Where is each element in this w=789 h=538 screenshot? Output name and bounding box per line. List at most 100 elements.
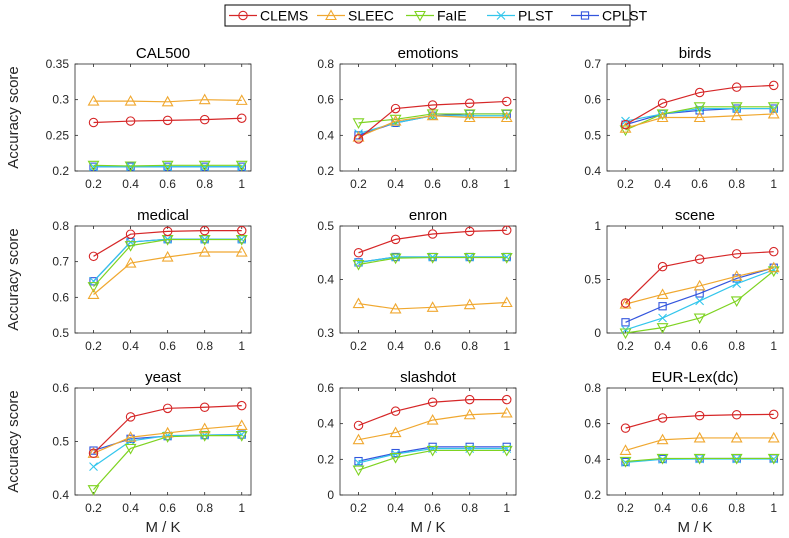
y-tick-label: 0.5 (52, 326, 69, 340)
series-faie (352, 253, 513, 271)
data-point (463, 445, 476, 457)
data-point (124, 443, 137, 455)
data-point (501, 225, 512, 236)
data-point (620, 119, 631, 130)
legend-item-sleec: SLEEC (317, 8, 394, 24)
data-point (693, 431, 706, 443)
x-tick-label: 1 (770, 339, 777, 353)
subplot-eur-lex-dc-: 0.2 0.4 0.6 0.8 1 0.2 0.4 0.6 0.8 EUR-Lex(dc) M / … (584, 369, 784, 536)
y-tick-label: 0.3 (52, 93, 69, 107)
data-point (730, 109, 743, 121)
x-tick-label: 0.8 (461, 177, 478, 191)
data-point (87, 282, 100, 293)
x-tick-label: 1 (238, 501, 245, 515)
data-point (767, 102, 780, 113)
data-point (199, 114, 210, 125)
series-line (93, 405, 242, 454)
y-tick-label: 0.5 (584, 128, 601, 142)
series-line (93, 230, 242, 257)
y-tick-label: 0.5 (584, 273, 601, 287)
subplot-title: scene (675, 207, 715, 224)
x-tick-label: 0.2 (617, 177, 634, 191)
x-tick-label: 0.8 (728, 501, 745, 515)
x-tick-label: 0.2 (617, 339, 634, 353)
data-point (353, 248, 364, 258)
subplot-slashdot: 0.2 0.4 0.6 0.8 1 0 0.2 0.4 0.6 slashdot M / K (317, 369, 517, 536)
y-axis-label: Accuracy score (5, 66, 22, 169)
subplot-title: emotions (398, 45, 459, 62)
series-sleec (87, 93, 248, 107)
legend-item-cplst: CPLST (571, 8, 648, 24)
data-point (389, 452, 402, 464)
series-sleec (619, 107, 780, 133)
data-point (731, 82, 742, 92)
data-point (768, 246, 779, 257)
series-line (93, 117, 242, 124)
series-line (93, 238, 242, 288)
data-point (199, 225, 210, 236)
y-tick-label: 0.4 (317, 273, 334, 287)
series-line (358, 398, 507, 427)
series-faie (87, 160, 248, 173)
data-point (500, 406, 513, 418)
series-line (93, 251, 242, 295)
series-line (358, 229, 507, 254)
y-tick-label: 0.6 (52, 290, 69, 304)
data-point (464, 394, 475, 405)
x-tick-label: 0.4 (122, 339, 139, 353)
data-point (658, 313, 667, 323)
y-tick-label: 0.7 (52, 255, 69, 269)
data-point (463, 298, 476, 310)
data-point (463, 109, 476, 121)
data-point (124, 256, 137, 268)
data-point (235, 160, 248, 172)
data-point (88, 117, 99, 128)
data-point (126, 162, 135, 172)
y-tick-label: 0 (594, 326, 601, 340)
x-tick-label: 0.2 (85, 177, 102, 191)
data-point (389, 114, 402, 126)
subplot-title: birds (679, 45, 712, 62)
data-point (658, 302, 667, 311)
data-point (390, 234, 401, 245)
data-point (731, 249, 742, 259)
data-point (352, 259, 365, 271)
y-tick-label: 0.2 (52, 164, 69, 178)
y-tick-label: 0.4 (52, 488, 69, 502)
y-tick-label: 0.2 (317, 452, 334, 466)
legend-marker (580, 11, 590, 20)
data-point (235, 419, 248, 431)
data-point (619, 125, 632, 137)
x-tick-label: 0.8 (728, 339, 745, 353)
plot-area (74, 225, 252, 334)
data-point (163, 162, 173, 172)
series-clems (88, 225, 247, 262)
x-tick-label: 0.4 (387, 177, 404, 191)
data-point (200, 162, 210, 172)
series-clems (620, 246, 779, 308)
data-point (125, 229, 136, 239)
series-faie (619, 102, 780, 137)
data-point (500, 296, 513, 308)
subplot-title: CAL500 (136, 45, 190, 62)
series-clems (88, 113, 247, 128)
data-point (353, 134, 364, 144)
data-point (500, 445, 513, 457)
x-tick-label: 0.6 (424, 177, 441, 191)
data-point (352, 118, 365, 129)
y-tick-label: 0.6 (584, 93, 601, 107)
data-point (162, 226, 173, 237)
data-point (87, 485, 100, 496)
x-axis-label: M / K (410, 519, 445, 536)
data-point (125, 116, 136, 126)
series-clems (353, 225, 512, 258)
series-clems (620, 80, 779, 130)
data-point (235, 94, 248, 105)
data-point (426, 301, 439, 312)
data-point (693, 453, 706, 465)
data-point (237, 234, 247, 244)
data-point (656, 323, 669, 334)
x-tick-label: 0.4 (654, 177, 671, 191)
data-point (427, 100, 438, 110)
